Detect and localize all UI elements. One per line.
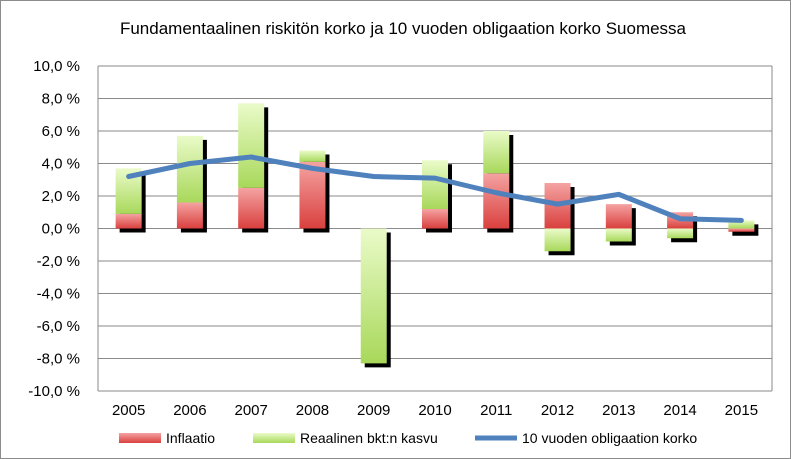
y-tick-label: 4,0 % [42, 156, 80, 173]
y-tick-label: -10,0 % [28, 383, 80, 400]
line-point [557, 203, 559, 205]
line-point [679, 218, 681, 220]
x-tick-label: 2012 [541, 402, 574, 419]
legend-label-real-gdp: Reaalinen bkt:n kasvu [300, 430, 438, 446]
y-tick-label: 10,0 % [33, 58, 80, 75]
y-tick-label: 6,0 % [42, 123, 80, 140]
chart-title: Fundamentaalinen riskitön korko ja 10 vu… [120, 19, 687, 38]
bar-real-gdp-growth [299, 150, 326, 162]
x-tick-label: 2009 [357, 402, 390, 419]
y-tick-label: -6,0 % [37, 318, 80, 335]
bond-rate-line [126, 154, 744, 223]
x-tick-label: 2007 [234, 402, 267, 419]
x-tick-label: 2013 [602, 402, 635, 419]
bar-real-gdp-growth [483, 131, 510, 174]
legend-label-bond-rate: 10 vuoden obligaation korko [522, 430, 697, 446]
line-point [495, 192, 497, 194]
y-tick-label: -8,0 % [37, 351, 80, 368]
y-axis-ticks: 10,0 % 8,0 % 6,0 % 4,0 % 2,0 % 0,0 % -2,0 % -4,… [28, 58, 80, 400]
bar-inflation [422, 209, 448, 229]
y-tick-label: -4,0 % [37, 286, 80, 303]
line-point [434, 177, 436, 179]
y-tick-label: -2,0 % [37, 253, 80, 270]
bar-inflation [605, 204, 632, 229]
bar-inflation [238, 187, 265, 229]
line-point [128, 176, 130, 177]
line-point [311, 167, 313, 169]
line-point [189, 163, 191, 164]
x-axis-ticks: 2005 2006 2007 2008 2009 2010 2011 2012 2013 2014… [112, 402, 758, 419]
bar-real-gdp-growth [605, 228, 632, 242]
line-point [740, 219, 742, 221]
bar-inflation [176, 202, 203, 229]
x-tick-label: 2011 [480, 402, 512, 419]
line-point [618, 193, 620, 195]
bar-inflation [115, 213, 142, 229]
y-tick-label: 0,0 % [42, 221, 80, 238]
bar-inflation [299, 161, 326, 229]
x-tick-label: 2014 [663, 402, 696, 419]
bar-real-gdp-growth [422, 160, 448, 209]
bar-inflation [728, 228, 755, 232]
bars [115, 103, 759, 368]
bar-inflation [483, 173, 510, 229]
x-tick-label: 2008 [296, 402, 329, 419]
x-tick-label: 2010 [418, 402, 451, 419]
bar-real-gdp-growth [544, 228, 571, 252]
bar-real-gdp-growth [176, 135, 203, 203]
x-tick-label: 2005 [112, 402, 145, 419]
line-point [250, 156, 252, 158]
y-tick-label: 2,0 % [42, 188, 80, 205]
line-point [373, 176, 375, 177]
bar-real-gdp-growth [360, 228, 387, 364]
bar-real-gdp-growth [728, 220, 755, 229]
x-tick-label: 2015 [725, 402, 758, 419]
x-tick-label: 2006 [173, 402, 206, 419]
legend-swatch-real-gdp [253, 433, 295, 443]
legend-label-inflation: Inflaatio [166, 430, 215, 446]
legend: Inflaatio Reaalinen bkt:n kasvu 10 vuoden … [119, 430, 697, 446]
legend-swatch-inflation [119, 433, 161, 443]
y-tick-label: 8,0 % [42, 91, 80, 108]
bar-real-gdp-growth [238, 103, 265, 188]
bar-real-gdp-growth [667, 228, 694, 239]
